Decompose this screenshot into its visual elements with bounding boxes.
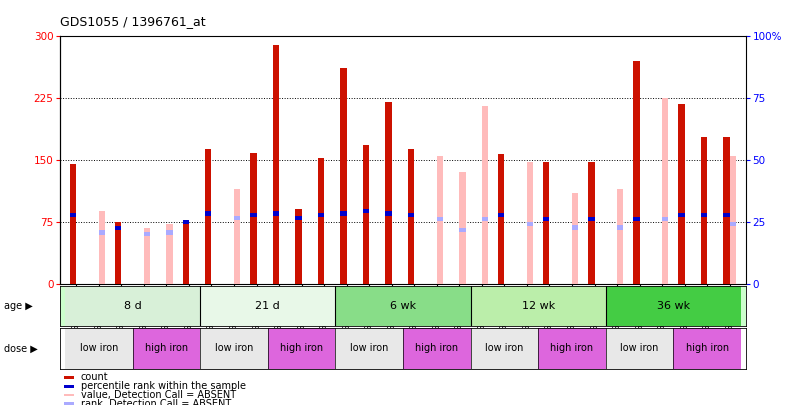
Bar [206, 211, 211, 215]
Bar [617, 226, 623, 230]
Text: low iron: low iron [214, 343, 253, 353]
Text: low iron: low iron [350, 343, 388, 353]
Bar [408, 149, 414, 284]
Bar [606, 286, 741, 326]
Bar [115, 222, 121, 284]
Bar [663, 217, 668, 221]
Bar [482, 107, 488, 284]
Bar [99, 230, 105, 234]
Bar [471, 286, 606, 326]
Text: low iron: low iron [80, 343, 118, 353]
Bar [527, 222, 534, 226]
Bar [200, 286, 335, 326]
Bar [498, 154, 505, 284]
Bar [363, 145, 369, 284]
Bar [166, 224, 172, 284]
Bar [588, 162, 595, 284]
Text: 36 wk: 36 wk [657, 301, 690, 311]
Text: 12 wk: 12 wk [521, 301, 555, 311]
Bar [482, 217, 488, 221]
Bar [588, 217, 595, 221]
Bar [70, 213, 77, 217]
Bar [724, 137, 729, 284]
Bar [340, 68, 347, 284]
Bar [701, 137, 707, 284]
Bar [543, 217, 550, 221]
Bar [250, 153, 256, 284]
Bar [318, 158, 324, 284]
Bar [663, 98, 668, 284]
Bar [234, 189, 240, 284]
Text: low iron: low iron [485, 343, 524, 353]
Text: high iron: high iron [550, 343, 593, 353]
Text: count: count [81, 372, 108, 382]
Bar [403, 328, 471, 369]
Bar [70, 164, 77, 284]
Bar [701, 213, 707, 217]
Bar [729, 222, 736, 226]
Bar [459, 228, 466, 232]
Bar [363, 209, 369, 213]
Bar [538, 328, 606, 369]
Bar [272, 211, 279, 215]
Text: rank, Detection Call = ABSENT: rank, Detection Call = ABSENT [81, 399, 231, 405]
Bar [295, 209, 301, 284]
Bar [335, 286, 471, 326]
Text: GDS1055 / 1396761_at: GDS1055 / 1396761_at [60, 15, 206, 28]
Bar [268, 328, 335, 369]
Bar [272, 45, 279, 284]
Bar [634, 61, 640, 284]
Bar [498, 213, 505, 217]
Text: low iron: low iron [621, 343, 659, 353]
Bar [234, 215, 240, 220]
Text: 8 d: 8 d [123, 301, 141, 311]
Bar [572, 226, 579, 230]
Bar [99, 211, 105, 284]
Bar [318, 213, 324, 217]
Bar [250, 213, 256, 217]
Bar [679, 213, 685, 217]
Bar [437, 217, 443, 221]
Text: age ▶: age ▶ [4, 301, 33, 311]
Bar [340, 211, 347, 215]
Bar [385, 102, 392, 284]
Bar [729, 156, 736, 284]
Bar [634, 217, 640, 221]
Bar [132, 328, 200, 369]
Text: value, Detection Call = ABSENT: value, Detection Call = ABSENT [81, 390, 235, 400]
Bar [679, 104, 685, 284]
Text: high iron: high iron [280, 343, 323, 353]
Bar [527, 162, 534, 284]
Bar [65, 286, 200, 326]
Bar [200, 328, 268, 369]
Bar [65, 328, 132, 369]
Bar [206, 149, 211, 284]
Bar [115, 226, 121, 230]
Bar [724, 213, 729, 217]
Bar [437, 156, 443, 284]
Text: 21 d: 21 d [256, 301, 280, 311]
Bar [143, 228, 150, 284]
Text: percentile rank within the sample: percentile rank within the sample [81, 381, 246, 391]
Bar [471, 328, 538, 369]
Bar [606, 328, 674, 369]
Bar [295, 215, 301, 220]
Bar [617, 189, 623, 284]
Bar [385, 211, 392, 215]
Text: 6 wk: 6 wk [390, 301, 416, 311]
Bar [183, 220, 189, 224]
Bar [335, 328, 403, 369]
Text: high iron: high iron [686, 343, 729, 353]
Text: dose ▶: dose ▶ [4, 343, 38, 353]
Bar [143, 232, 150, 236]
Bar [166, 230, 172, 234]
Bar [459, 173, 466, 284]
Bar [543, 162, 550, 284]
Text: high iron: high iron [145, 343, 188, 353]
Bar [408, 213, 414, 217]
Bar [183, 222, 189, 284]
Text: high iron: high iron [415, 343, 459, 353]
Bar [674, 328, 741, 369]
Bar [572, 193, 579, 284]
